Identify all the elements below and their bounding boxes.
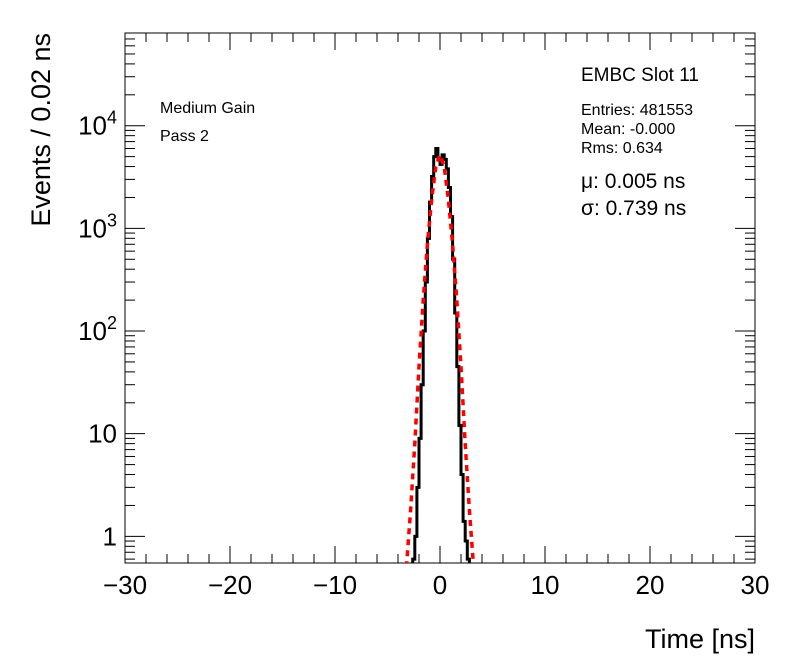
x-tick-label: 0 [433, 570, 447, 600]
x-axis-title: Time [ns] [645, 624, 755, 654]
fit-mu: μ: 0.005 ns [581, 170, 685, 193]
gaussian-fit-line [404, 149, 476, 563]
y-tick-label: 1 [103, 521, 117, 551]
y-axis-ticks [125, 32, 755, 560]
gain-label: Medium Gain [160, 100, 255, 117]
x-tick-label: 20 [636, 570, 665, 600]
x-tick-label: 30 [741, 570, 770, 600]
mean-stat: Mean: -0.000 [581, 121, 675, 138]
fit-sigma: σ: 0.739 ns [581, 197, 686, 220]
x-tick-label: −20 [208, 570, 252, 600]
y-tick-label: 10 [88, 419, 117, 449]
rms-stat: Rms: 0.634 [581, 140, 663, 157]
y-tick-label: 102 [78, 313, 117, 346]
y-axis-title: Events / 0.02 ns [26, 33, 56, 227]
y-tick-label: 104 [78, 108, 117, 141]
data-histogram-line [411, 146, 471, 563]
y-tick-label: 103 [78, 210, 117, 243]
entries-stat: Entries: 481553 [581, 102, 693, 119]
x-tick-label: 10 [531, 570, 560, 600]
pass-label: Pass 2 [160, 128, 209, 145]
x-axis-ticks [124, 33, 756, 563]
x-tick-label: −30 [103, 570, 147, 600]
x-tick-label: −10 [313, 570, 357, 600]
chart-title: EMBC Slot 11 [581, 65, 699, 86]
